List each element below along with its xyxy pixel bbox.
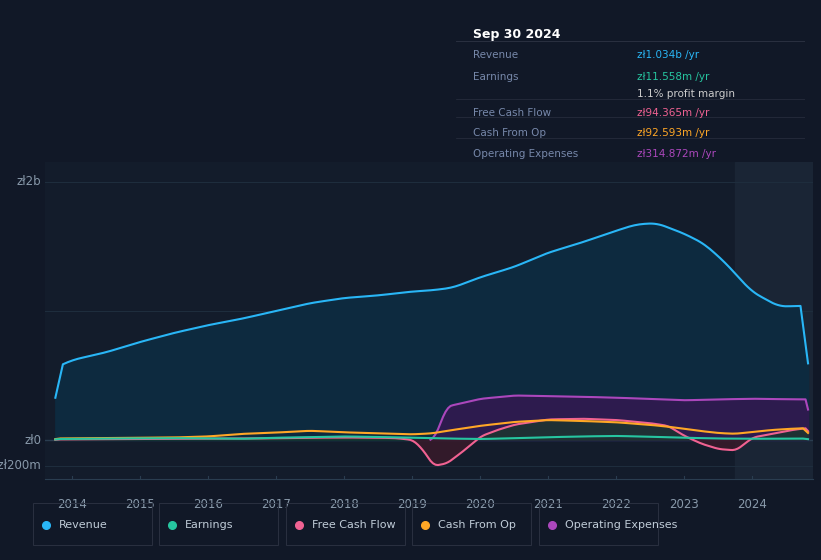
Text: zł1.034b /yr: zł1.034b /yr — [637, 50, 699, 60]
Text: Revenue: Revenue — [59, 520, 108, 530]
Text: 2014: 2014 — [57, 498, 87, 511]
Text: Free Cash Flow: Free Cash Flow — [312, 520, 396, 530]
Text: zł0: zł0 — [25, 433, 41, 446]
Text: 2016: 2016 — [193, 498, 223, 511]
Text: Earnings: Earnings — [186, 520, 234, 530]
Bar — [735, 162, 813, 479]
Text: 2021: 2021 — [533, 498, 562, 511]
Text: Cash From Op: Cash From Op — [438, 520, 516, 530]
Text: Revenue: Revenue — [473, 50, 518, 60]
Text: 2018: 2018 — [329, 498, 359, 511]
Text: -zł200m: -zł200m — [0, 459, 41, 473]
Text: 2023: 2023 — [669, 498, 699, 511]
Text: zł2b: zł2b — [16, 175, 41, 188]
Text: Sep 30 2024: Sep 30 2024 — [473, 28, 561, 41]
Text: zł11.558m /yr: zł11.558m /yr — [637, 72, 709, 82]
Text: 2015: 2015 — [126, 498, 155, 511]
Text: Cash From Op: Cash From Op — [473, 128, 546, 138]
Text: Operating Expenses: Operating Expenses — [565, 520, 677, 530]
Text: zł314.872m /yr: zł314.872m /yr — [637, 149, 716, 159]
Text: 2020: 2020 — [465, 498, 495, 511]
Text: 1.1% profit margin: 1.1% profit margin — [637, 89, 735, 99]
Text: 2024: 2024 — [736, 498, 767, 511]
Text: 2022: 2022 — [601, 498, 631, 511]
Text: zł92.593m /yr: zł92.593m /yr — [637, 128, 709, 138]
Text: 2019: 2019 — [397, 498, 427, 511]
Text: 2017: 2017 — [261, 498, 291, 511]
Text: zł94.365m /yr: zł94.365m /yr — [637, 108, 709, 118]
Text: Free Cash Flow: Free Cash Flow — [473, 108, 551, 118]
Text: Earnings: Earnings — [473, 72, 519, 82]
Text: Operating Expenses: Operating Expenses — [473, 149, 578, 159]
